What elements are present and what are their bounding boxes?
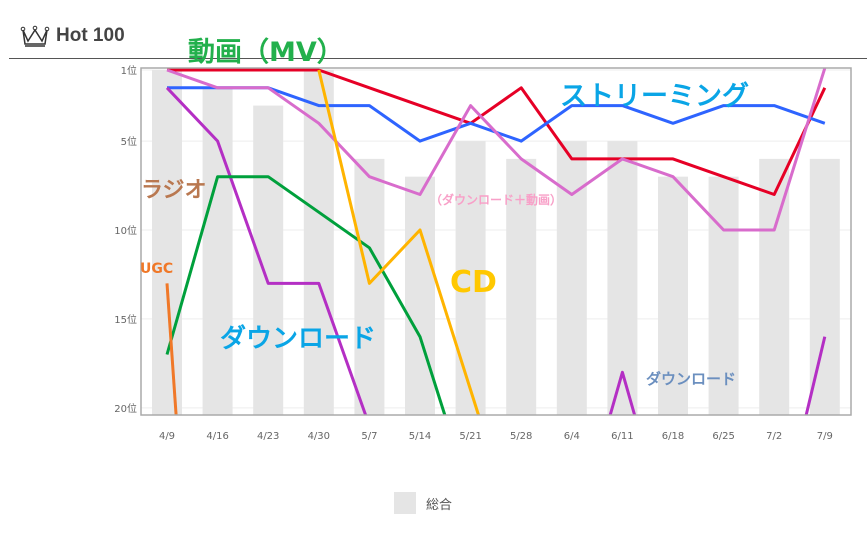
x-tick-label: 6/11 <box>611 431 633 442</box>
x-tick-label: 5/28 <box>510 431 532 442</box>
bar-total <box>253 106 283 415</box>
x-tick-label: 5/14 <box>409 431 431 442</box>
annotation-download: ダウンロード <box>220 318 376 355</box>
legend-swatch <box>394 492 416 514</box>
x-tick-label: 7/9 <box>817 431 833 442</box>
annotation-ugc: UGC <box>140 261 173 277</box>
y-tick-label: 5位 <box>121 135 137 148</box>
bar-total <box>203 88 233 415</box>
y-tick-label: 1位 <box>121 64 137 77</box>
x-tick-label: 6/25 <box>712 431 734 442</box>
x-tick-label: 4/23 <box>257 431 279 442</box>
x-tick-label: 7/2 <box>766 431 782 442</box>
legend-label: 総合 <box>426 494 452 513</box>
legend: 総合 <box>394 492 452 514</box>
x-tick-label: 4/9 <box>159 431 175 442</box>
annotation-streaming: ストリーミング <box>560 74 749 113</box>
annotation-cd: CD <box>450 265 497 300</box>
bar-total <box>152 70 182 415</box>
y-tick-label: 10位 <box>114 224 137 237</box>
x-tick-label: 5/7 <box>361 431 377 442</box>
annotation-download-2: ダウンロード <box>646 368 736 389</box>
y-tick-label: 20位 <box>114 402 137 415</box>
plot-border <box>141 68 851 415</box>
annotation-mv: 動画（MV） <box>188 30 344 69</box>
bar-total <box>354 159 384 415</box>
bar-total <box>405 177 435 415</box>
annotation-download-mv: （ダウンロード＋動画） <box>430 191 562 208</box>
y-tick-label: 15位 <box>114 313 137 326</box>
x-tick-label: 4/30 <box>308 431 330 442</box>
x-tick-label: 6/4 <box>564 431 580 442</box>
x-tick-label: 4/16 <box>206 431 228 442</box>
x-tick-label: 6/18 <box>662 431 684 442</box>
bar-total <box>557 141 587 415</box>
annotation-radio: ラジオ <box>141 172 207 204</box>
series-line-yellow <box>319 70 479 415</box>
x-tick-label: 5/21 <box>459 431 481 442</box>
